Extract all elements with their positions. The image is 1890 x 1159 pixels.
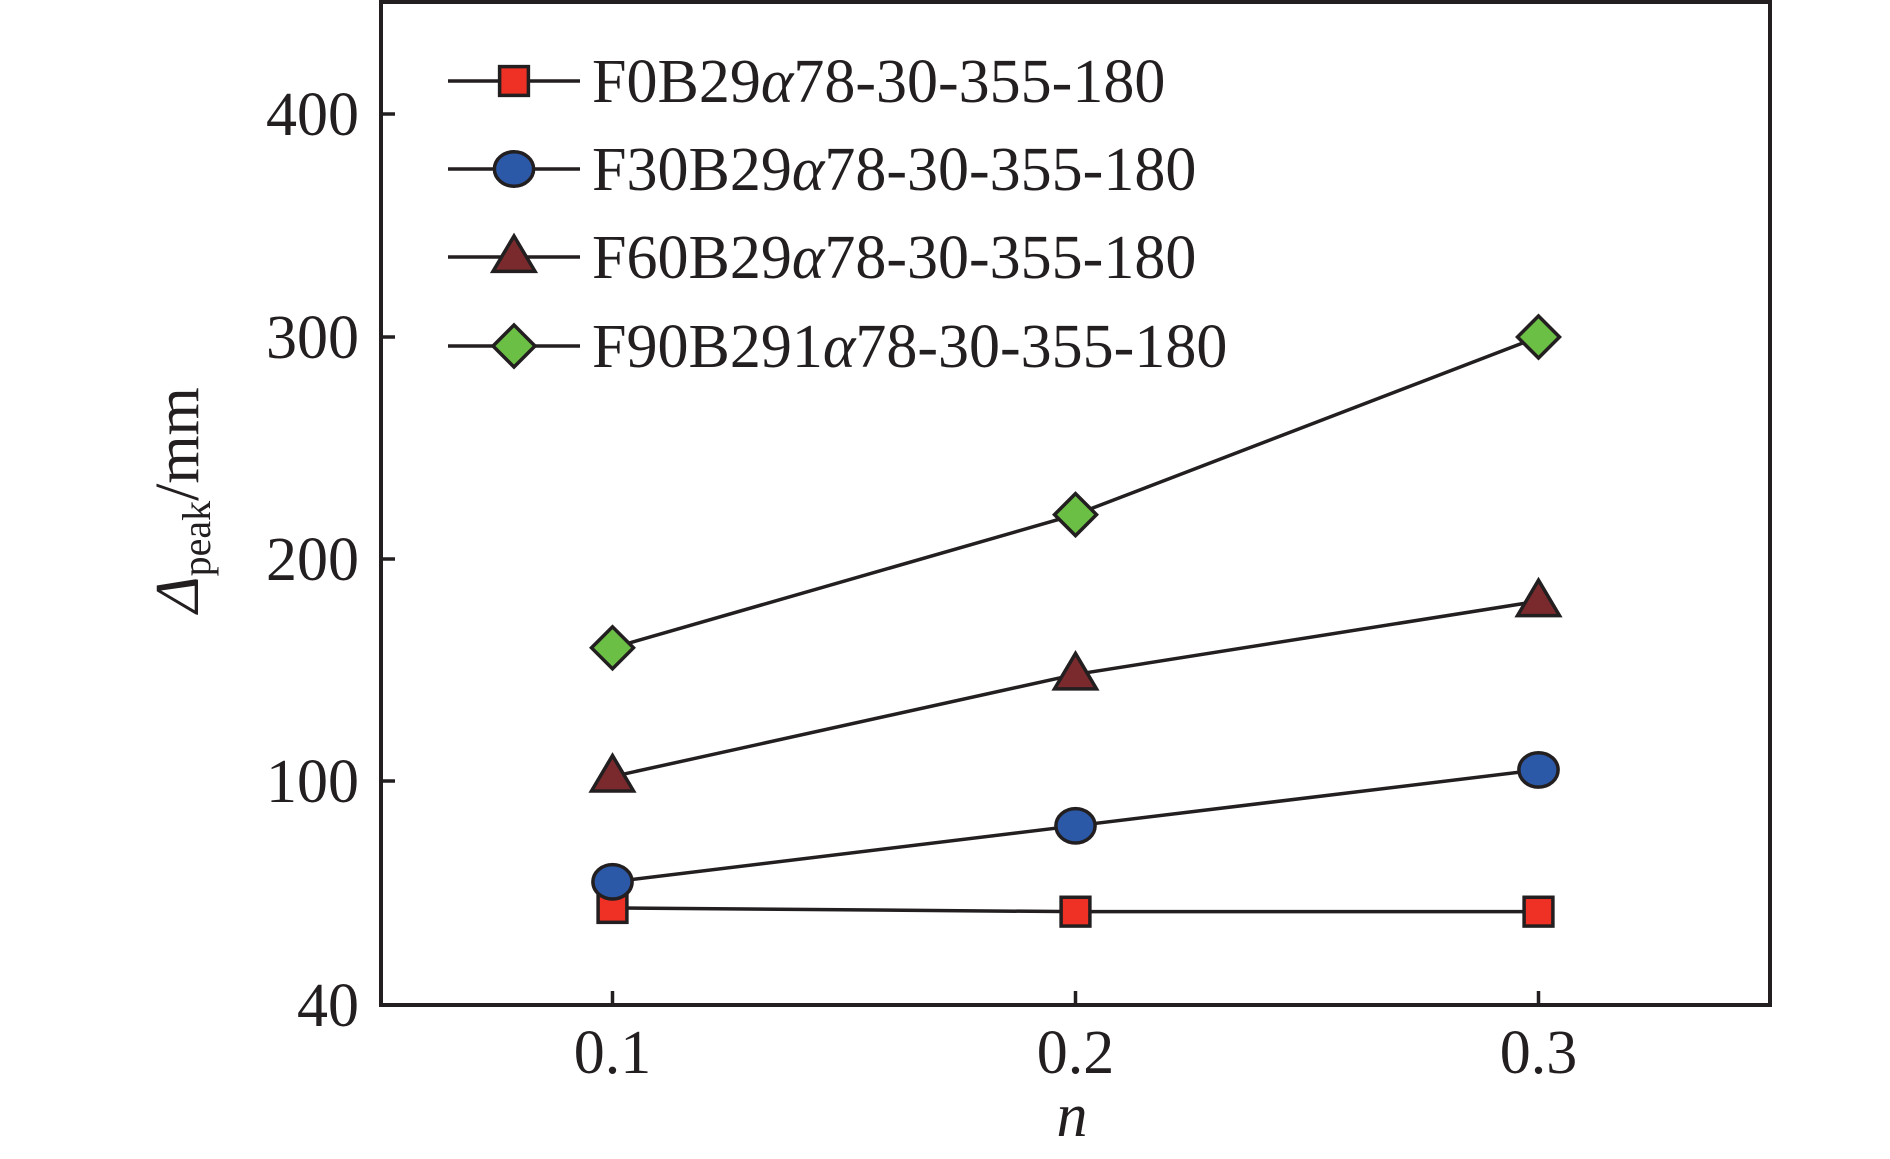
series-layer <box>588 313 1563 928</box>
data-point-circle <box>1517 750 1560 789</box>
data-point-square <box>1059 895 1092 928</box>
legend-item: F60B29α78-30-355-180 <box>448 224 1196 292</box>
legend-marker-diamond <box>490 322 538 370</box>
series-4 <box>589 313 1562 672</box>
y-axis-title-unit: /mm <box>144 387 212 501</box>
y-axis-title-subscript: peak <box>174 501 219 577</box>
series-3 <box>588 576 1563 793</box>
legend-marker-circle <box>492 150 536 188</box>
x-axis-title: n <box>1057 1082 1088 1150</box>
y-tick-label: 400 <box>266 81 359 149</box>
legend-item: F30B29α78-30-355-180 <box>448 136 1196 204</box>
x-tick-label: 0.1 <box>574 1019 652 1087</box>
y-axis-title: Δpeak/mm <box>144 387 219 616</box>
data-point-circle <box>1054 806 1097 845</box>
x-tick-label: 0.2 <box>1037 1019 1115 1087</box>
series-1 <box>596 891 1555 928</box>
data-point-triangle <box>1051 650 1100 691</box>
legend-label: F60B29α78-30-355-180 <box>592 224 1196 292</box>
data-point-triangle <box>588 752 637 793</box>
legend-item: F0B29α78-30-355-180 <box>448 48 1165 116</box>
legend-marker-triangle <box>489 232 539 274</box>
data-point-diamond <box>1515 313 1562 361</box>
data-point-circle <box>591 862 634 901</box>
data-point-square <box>1522 895 1555 928</box>
legend-marker-square <box>497 64 531 98</box>
data-point-triangle <box>1514 576 1563 618</box>
y-tick-label: 300 <box>266 304 359 372</box>
legend-item: F90B291α78-30-355-180 <box>448 313 1227 381</box>
y-tick-label: 200 <box>266 526 359 594</box>
x-tick-label: 0.3 <box>1500 1019 1578 1087</box>
data-point-diamond <box>589 624 636 672</box>
legend: F0B29α78-30-355-180 F30B29α78-30-355-180 F… <box>448 48 1227 381</box>
x-axis: 0.1 0.2 0.3 <box>574 991 1578 1087</box>
y-axis-title-symbol: Δ <box>144 576 212 615</box>
y-axis: 40 100 200 300 400 <box>266 81 395 1040</box>
legend-label: F30B29α78-30-355-180 <box>592 136 1196 204</box>
legend-label: F0B29α78-30-355-180 <box>592 48 1165 116</box>
y-tick-label: 40 <box>297 972 359 1040</box>
legend-label: F90B291α78-30-355-180 <box>592 313 1227 381</box>
data-point-diamond <box>1052 491 1099 539</box>
y-tick-label: 100 <box>266 748 359 816</box>
series-2 <box>591 750 1560 901</box>
